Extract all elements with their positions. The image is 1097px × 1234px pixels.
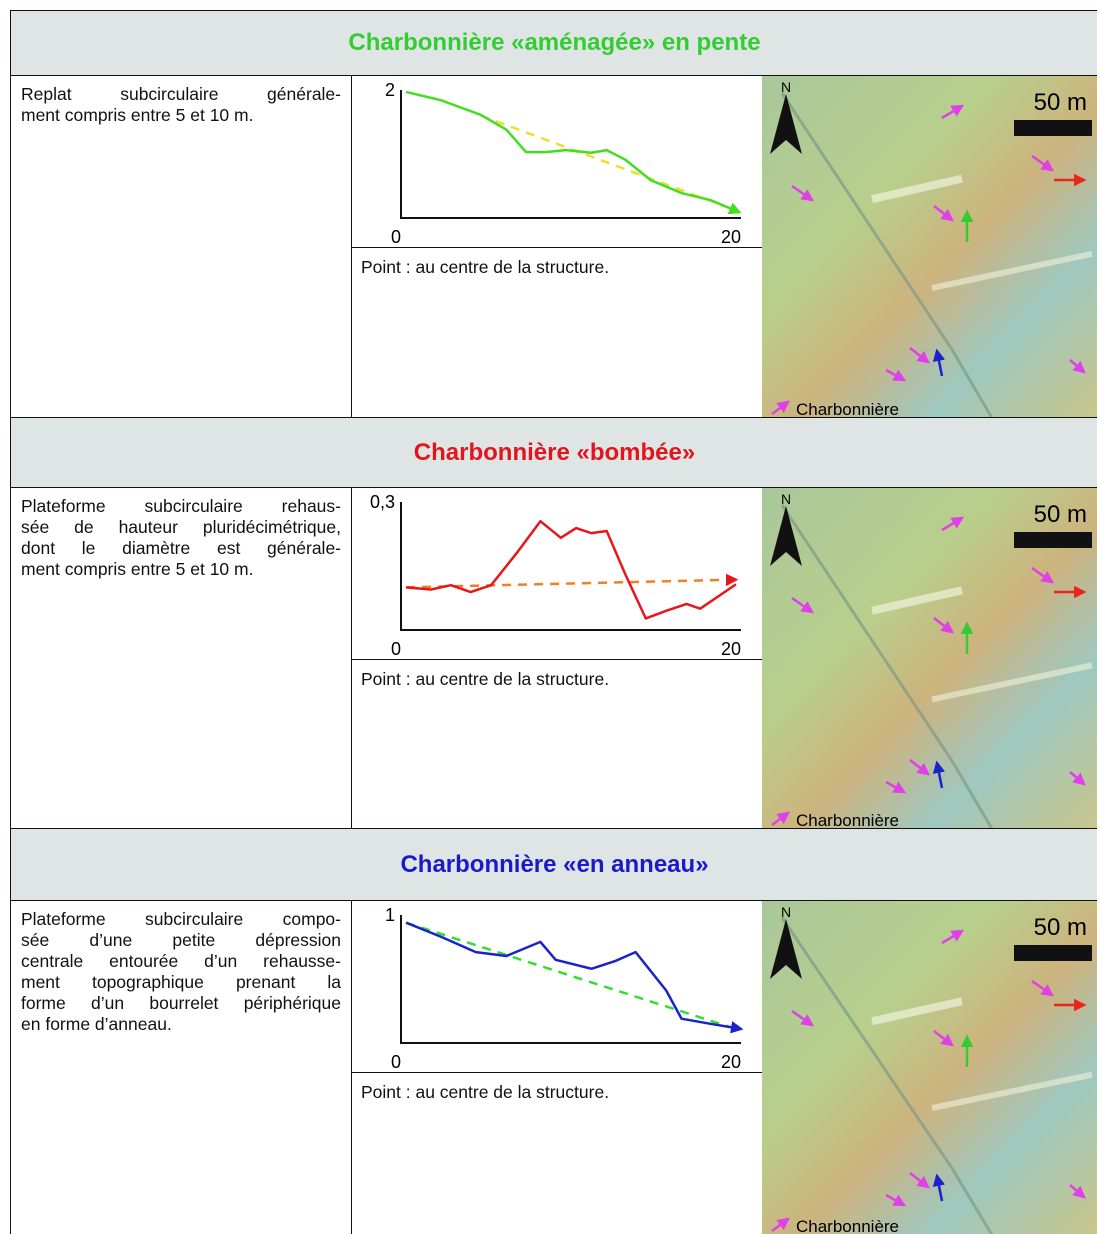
map-legend: Charbonnière — [796, 400, 899, 418]
map-arrow — [885, 780, 907, 794]
map-arrow — [909, 347, 930, 364]
scale-bar — [1014, 945, 1092, 961]
description-line: Replat subcirculaire générale- — [21, 84, 341, 104]
x-tick-label: 20 — [721, 227, 741, 247]
profile-chart: 20 20 — [385, 80, 742, 247]
note: Point : au centre de la structure. — [361, 1082, 610, 1102]
description-line: dont le diamètre est générale- — [21, 538, 341, 558]
profile-chart: 0,3 0 20 — [370, 492, 741, 659]
x-tick-label: 20 — [721, 639, 741, 659]
x-tick-label: 0 — [391, 1052, 401, 1072]
north-label: N — [781, 904, 791, 920]
north-arrow — [770, 506, 802, 566]
axes — [400, 90, 741, 219]
profile-line — [405, 90, 742, 215]
map-arrow — [1069, 1184, 1086, 1199]
map-arrow — [941, 929, 965, 945]
map-ridge — [931, 1071, 1093, 1112]
map-track — [780, 916, 994, 1234]
map-arrow — [791, 1009, 815, 1027]
map-arrow — [885, 1193, 907, 1207]
y-tick-label: 2 — [385, 80, 395, 100]
description-line: ment compris entre 5 et 10 m. — [21, 105, 254, 125]
map-arrow — [933, 205, 954, 222]
map-arrow — [941, 104, 965, 120]
north-arrow — [770, 94, 802, 154]
north-label: N — [781, 491, 791, 507]
map-arrow — [932, 760, 946, 789]
map-arrow — [1031, 979, 1055, 997]
x-tick-label: 0 — [391, 227, 401, 247]
section-title: Charbonnière «en anneau» — [10, 828, 1097, 901]
map-track — [780, 504, 994, 829]
map-arrow — [933, 617, 954, 634]
map: N 50 m Charbonnière — [762, 900, 1097, 1234]
map-track — [780, 92, 994, 418]
map-arrow — [791, 596, 815, 614]
divider — [351, 247, 762, 248]
map-arrow — [771, 811, 790, 826]
axes — [400, 502, 741, 631]
map-arrow — [885, 368, 907, 382]
map-legend: Charbonnière — [796, 811, 899, 829]
map-legend: Charbonnière — [796, 1217, 899, 1234]
map-ridge — [871, 586, 963, 615]
map-arrow — [1069, 771, 1086, 786]
section-title: Charbonnière «aménagée» en pente — [10, 10, 1097, 76]
map-arrow — [1031, 154, 1055, 172]
scale-label: 50 m — [1034, 914, 1087, 941]
map: N 50 m Charbonnière — [762, 487, 1097, 829]
map-ridge — [931, 250, 1093, 291]
x-tick-label: 0 — [391, 639, 401, 659]
profile-line — [405, 921, 744, 1034]
map: N 50 m Charbonnière — [762, 75, 1097, 418]
description-line: forme d’un bourrelet périphérique — [21, 993, 341, 1013]
north-label: N — [781, 79, 791, 95]
trend-line — [405, 921, 737, 1031]
map-arrow — [932, 348, 946, 377]
description-line: sée d’une petite dépression — [21, 930, 341, 950]
y-tick-label: 0,3 — [370, 492, 395, 512]
description-line: en forme d’anneau. — [21, 1014, 172, 1034]
map-ridge — [871, 997, 963, 1026]
scale-label: 50 m — [1034, 501, 1087, 528]
description: Replat subcirculaire générale-ment compr… — [10, 75, 352, 418]
map-arrow — [909, 759, 930, 776]
divider — [351, 1072, 762, 1073]
trend-line — [406, 573, 739, 589]
map-arrow — [909, 1172, 930, 1189]
description: Plateforme subcirculaire rehaus-sée de h… — [10, 487, 352, 829]
map-arrow — [791, 184, 815, 202]
profile-line — [405, 519, 737, 620]
map-arrow — [1031, 566, 1055, 584]
map-arrow — [933, 1030, 954, 1047]
scale-label: 50 m — [1034, 89, 1087, 116]
description-line: ment compris entre 5 et 10 m. — [21, 559, 254, 579]
x-tick-label: 20 — [721, 1052, 741, 1072]
note: Point : au centre de la structure. — [361, 257, 610, 277]
scale-bar — [1014, 532, 1092, 548]
description-line: Plateforme subcirculaire rehaus- — [21, 496, 341, 516]
axes — [400, 915, 741, 1044]
profile-chart: 1 0 20 — [385, 905, 744, 1072]
description-line: ment topographique prenant la — [21, 972, 341, 992]
map-arrow — [771, 1217, 790, 1232]
scale-bar — [1014, 120, 1092, 136]
note: Point : au centre de la structure. — [361, 669, 610, 689]
section-title: Charbonnière «bombée» — [10, 417, 1097, 488]
map-ridge — [871, 174, 963, 204]
divider — [351, 659, 762, 660]
map-arrow — [1069, 359, 1086, 374]
description-line: centrale entourée d’un rehausse- — [21, 951, 341, 971]
y-tick-label: 1 — [385, 905, 395, 925]
map-ridge — [931, 662, 1093, 703]
map-arrow — [941, 516, 965, 532]
description-line: sée de hauteur pluridécimétrique, — [21, 517, 341, 537]
map-arrow — [771, 400, 790, 415]
north-arrow — [770, 919, 802, 979]
description-line: Plateforme subcirculaire compo- — [21, 909, 341, 929]
map-arrow — [932, 1173, 946, 1202]
description: Plateforme subcirculaire compo-sée d’une… — [10, 900, 352, 1234]
